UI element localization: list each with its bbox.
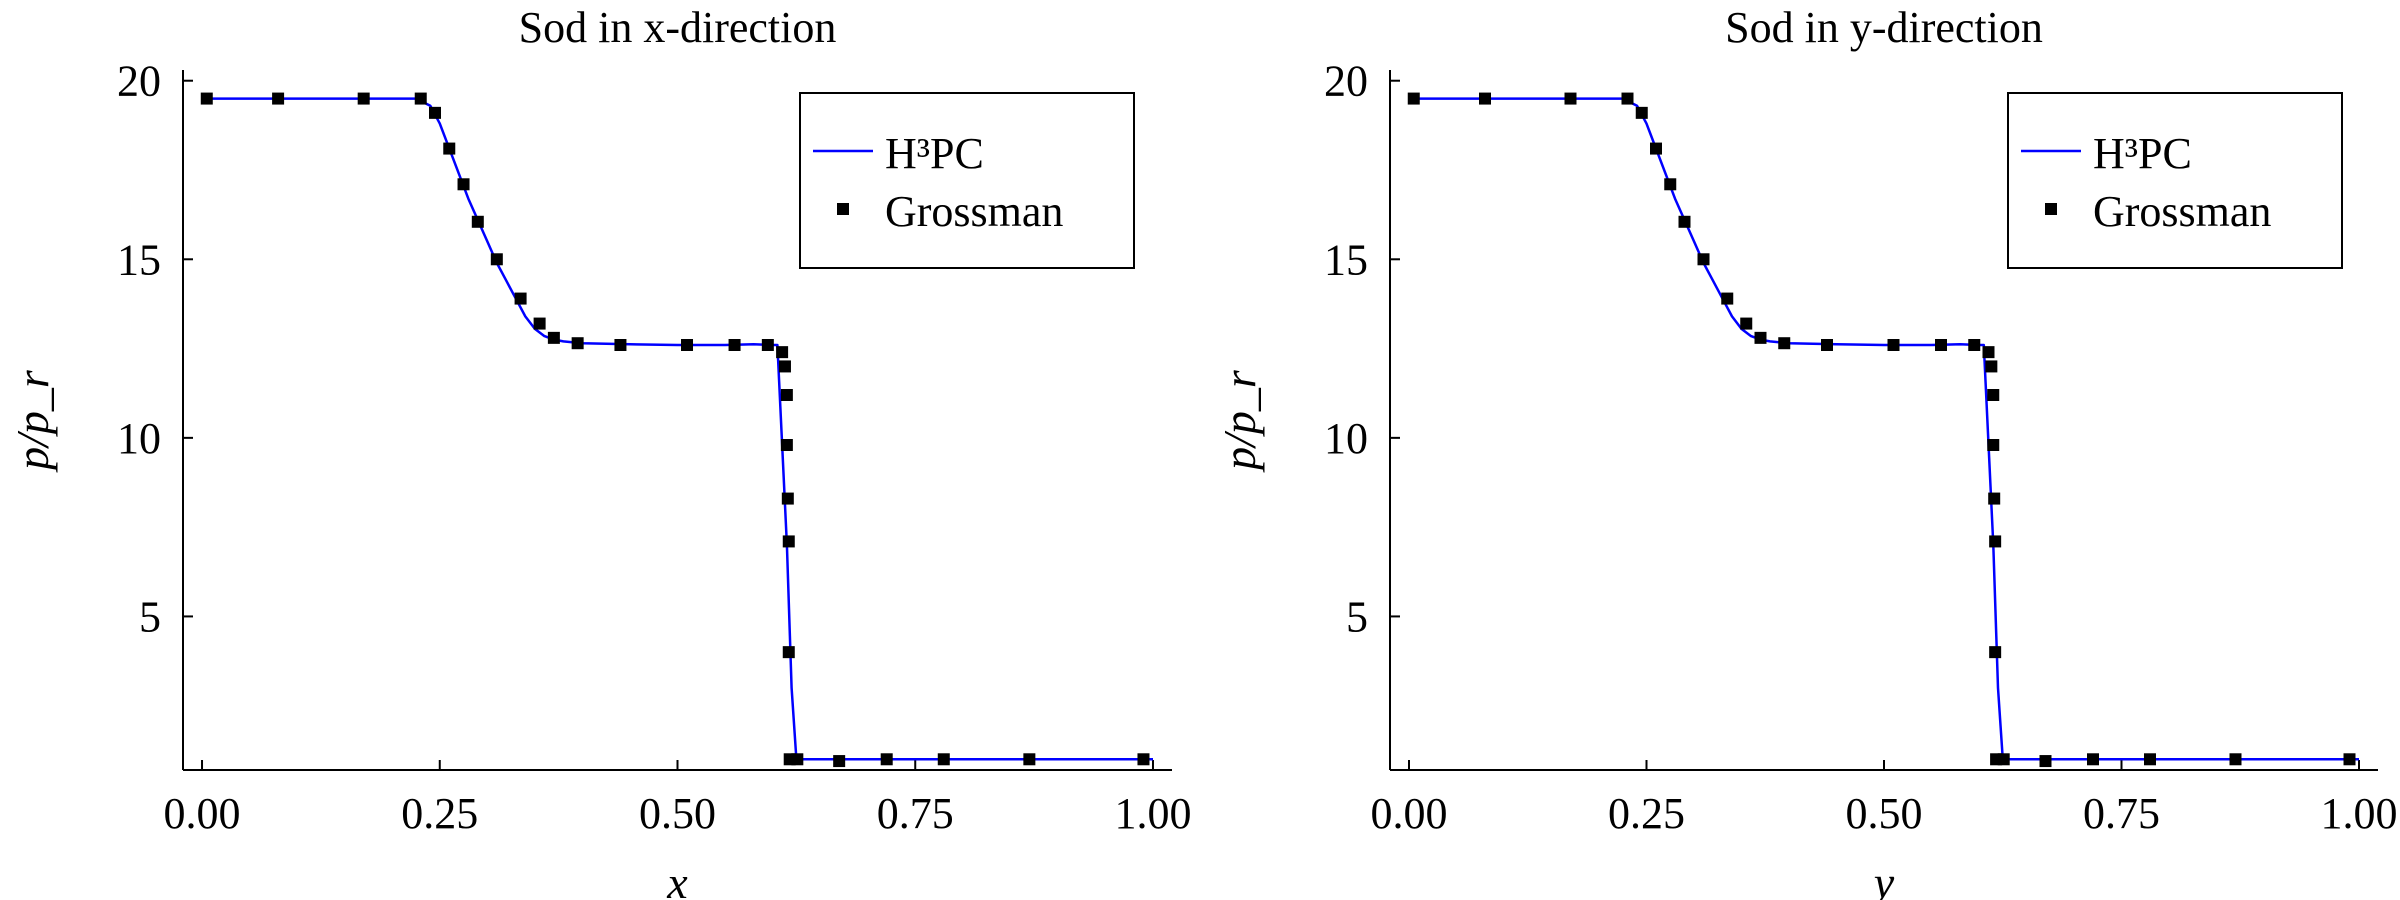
grossman-data-point — [780, 389, 793, 401]
x-tick-label: 1.00 — [1114, 789, 1191, 838]
grossman-data-point — [200, 92, 213, 105]
grossman-data-point — [1935, 339, 1947, 351]
grossman-data-point — [1989, 535, 2002, 548]
y-axis-label: p/p_r — [7, 369, 58, 473]
grossman-data-point — [1721, 292, 1734, 305]
grossman-data-point — [1650, 142, 1662, 155]
grossman-data-point — [357, 92, 370, 105]
grossman-data-point — [2039, 755, 2052, 768]
grossman-data-point — [1988, 492, 2001, 505]
grossman-data-point — [681, 339, 694, 351]
legend-marker-swatch — [2045, 203, 2057, 215]
grossman-data-point — [443, 142, 456, 155]
grossman-data-point — [457, 178, 470, 191]
grossman-data-point — [614, 339, 627, 351]
grossman-data-point — [1982, 346, 1995, 359]
legend-box — [2007, 92, 2343, 269]
grossman-data-point — [1697, 253, 1710, 266]
grossman-data-point — [1997, 753, 2010, 766]
y-tick-label: 10 — [1324, 414, 1368, 463]
grossman-data-point — [571, 337, 584, 350]
x-tick-label: 0.50 — [1846, 789, 1923, 838]
grossman-data-point — [833, 755, 846, 768]
grossman-data-point — [1887, 339, 1900, 351]
grossman-data-point — [1968, 339, 1981, 351]
grossman-data-point — [1635, 106, 1648, 119]
legend-label-grossman: Grossman — [2093, 187, 2271, 236]
x-axis-label: y — [1870, 857, 1895, 900]
grossman-data-point — [533, 317, 546, 330]
x-tick-label: 0.50 — [639, 789, 716, 838]
grossman-data-point — [780, 439, 793, 451]
grossman-data-point — [2229, 753, 2242, 766]
grossman-data-point — [1664, 178, 1677, 191]
grossman-data-point — [1564, 92, 1577, 105]
chart-title: Sod in x-direction — [519, 3, 837, 52]
legend: H³PC Grossman — [799, 92, 1135, 269]
x-tick-label: 1.00 — [2321, 789, 2398, 838]
legend-label-h3pc: H³PC — [2093, 129, 2192, 178]
grossman-data-point — [1479, 92, 1491, 105]
grossman-data-point — [1987, 389, 2000, 401]
grossman-data-point — [1778, 337, 1791, 350]
legend-box — [799, 92, 1135, 269]
x-tick-label: 0.00 — [1371, 789, 1448, 838]
grossman-data-point — [776, 346, 789, 359]
grossman-data-point — [1621, 92, 1634, 105]
grossman-data-point — [2144, 753, 2156, 766]
x-tick-label: 0.25 — [1608, 789, 1685, 838]
grossman-data-point — [1023, 753, 1036, 766]
y-tick-label: 5 — [139, 592, 161, 641]
x-tick-label: 0.00 — [164, 789, 241, 838]
grossman-data-point — [1754, 331, 1767, 344]
grossman-data-point — [1740, 317, 1753, 330]
chart-panel-2: Sod in y-direction 0.00 0.25 0.50 0.75 1.00 5 1… — [1214, 3, 2398, 900]
y-tick-label: 5 — [1346, 592, 1368, 641]
legend-marker-swatch — [837, 203, 849, 215]
grossman-data-point — [1821, 339, 1833, 351]
grossman-data-point — [1407, 92, 1420, 105]
x-tick-label: 0.25 — [401, 789, 478, 838]
grossman-data-point — [791, 753, 804, 766]
y-tick-label: 20 — [1324, 57, 1368, 106]
grossman-data-point — [1985, 360, 1998, 373]
grossman-data-point — [429, 106, 442, 119]
y-tick-label: 15 — [1324, 235, 1368, 284]
legend: H³PC Grossman — [2007, 92, 2343, 269]
x-axis-label: x — [666, 857, 688, 900]
grossman-data-point — [781, 492, 794, 505]
legend-label-h3pc: H³PC — [885, 129, 984, 178]
y-tick-label: 15 — [117, 235, 161, 284]
grossman-data-point — [2343, 753, 2356, 766]
grossman-data-point — [471, 215, 484, 228]
chart-title: Sod in y-direction — [1725, 3, 2043, 52]
grossman-data-point — [1678, 215, 1691, 228]
grossman-data-point — [778, 360, 791, 373]
grossman-data-point — [514, 292, 527, 305]
x-tick-label: 0.75 — [2083, 789, 2160, 838]
grossman-data-point — [2087, 753, 2099, 766]
legend-label-grossman: Grossman — [885, 187, 1063, 236]
grossman-data-point — [937, 753, 950, 766]
chart-panel-1: Sod in x-direction 0.00 0.25 0.50 0.75 1.00 5 1… — [7, 3, 1191, 900]
grossman-data-point — [490, 253, 503, 266]
grossman-data-point — [761, 339, 774, 351]
grossman-data-point — [1137, 753, 1150, 766]
y-tick-label: 20 — [117, 57, 161, 106]
y-axis-label: p/p_r — [1214, 369, 1265, 473]
grossman-data-point — [414, 92, 427, 105]
grossman-data-point — [272, 92, 285, 105]
y-tick-label: 10 — [117, 414, 161, 463]
grossman-data-point — [782, 535, 795, 548]
grossman-data-point — [1987, 439, 2000, 451]
grossman-data-point — [782, 646, 795, 659]
grossman-data-point — [1989, 646, 2002, 659]
grossman-data-point — [728, 339, 741, 351]
x-tick-label: 0.75 — [877, 789, 954, 838]
grossman-data-point — [880, 753, 893, 766]
grossman-data-point — [547, 331, 560, 344]
